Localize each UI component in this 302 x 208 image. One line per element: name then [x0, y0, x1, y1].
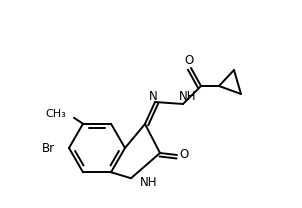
- Text: NH: NH: [179, 89, 197, 103]
- Text: N: N: [149, 89, 157, 103]
- Text: NH: NH: [140, 176, 158, 189]
- Text: O: O: [179, 149, 189, 161]
- Text: O: O: [185, 54, 194, 68]
- Text: CH₃: CH₃: [45, 109, 66, 119]
- Text: Br: Br: [42, 142, 55, 156]
